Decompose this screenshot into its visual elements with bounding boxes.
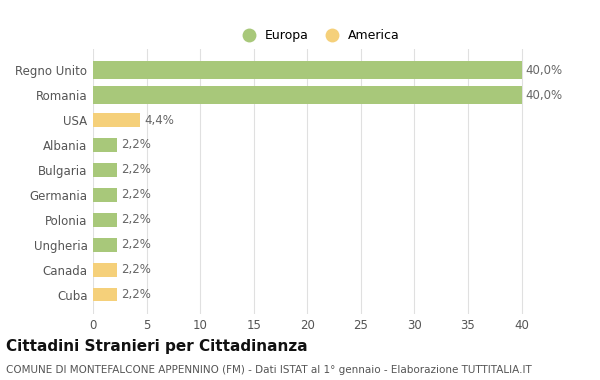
Text: 2,2%: 2,2% <box>121 263 151 276</box>
Text: COMUNE DI MONTEFALCONE APPENNINO (FM) - Dati ISTAT al 1° gennaio - Elaborazione : COMUNE DI MONTEFALCONE APPENNINO (FM) - … <box>6 365 532 375</box>
Text: 4,4%: 4,4% <box>145 114 175 127</box>
Bar <box>93 288 116 301</box>
Bar <box>93 113 140 127</box>
Bar <box>93 188 116 202</box>
Bar <box>93 213 116 226</box>
Text: 40,0%: 40,0% <box>526 63 563 77</box>
Text: Cittadini Stranieri per Cittadinanza: Cittadini Stranieri per Cittadinanza <box>6 339 308 355</box>
Text: 2,2%: 2,2% <box>121 138 151 152</box>
Text: 2,2%: 2,2% <box>121 288 151 301</box>
Text: 2,2%: 2,2% <box>121 238 151 251</box>
Bar <box>93 138 116 152</box>
Text: 2,2%: 2,2% <box>121 163 151 176</box>
Bar <box>93 86 521 104</box>
Bar <box>93 163 116 177</box>
Legend: Europa, America: Europa, America <box>232 24 404 47</box>
Text: 40,0%: 40,0% <box>526 89 563 101</box>
Text: 2,2%: 2,2% <box>121 213 151 226</box>
Bar <box>93 263 116 277</box>
Bar <box>93 62 521 79</box>
Text: 2,2%: 2,2% <box>121 188 151 201</box>
Bar <box>93 238 116 252</box>
